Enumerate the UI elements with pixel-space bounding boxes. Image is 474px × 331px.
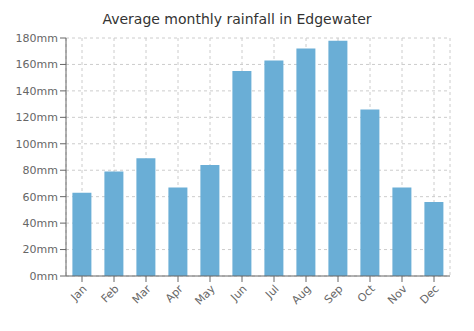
svg-text:140mm: 140mm [16,85,58,98]
html-text:Average monthly rainfall in Ed: Average monthly rainfall in Edgewater [102,11,372,27]
svg-text:Feb: Feb [99,282,122,305]
svg-text:80mm: 80mm [23,164,58,177]
svg-text:Jan: Jan [68,282,90,304]
svg-text:0mm: 0mm [30,270,58,283]
svg-text:Jun: Jun [228,282,250,304]
svg-text:Sep: Sep [322,282,346,306]
svg-text:Jul: Jul [262,282,281,301]
svg-text:Mar: Mar [130,282,154,306]
svg-text:60mm: 60mm [23,191,58,204]
svg-text:May: May [192,282,218,308]
svg-text:Dec: Dec [417,282,441,306]
svg-text:Apr: Apr [163,282,186,305]
svg-text:20mm: 20mm [23,243,58,256]
svg-text:Nov: Nov [385,282,410,307]
svg-text:120mm: 120mm [16,111,58,124]
svg-text:40mm: 40mm [23,217,58,230]
svg-text:100mm: 100mm [16,138,58,151]
svg-text:Oct: Oct [355,282,378,305]
svg-text:160mm: 160mm [16,58,58,71]
svg-text:180mm: 180mm [16,32,58,45]
svg-text:Aug: Aug [289,282,313,306]
